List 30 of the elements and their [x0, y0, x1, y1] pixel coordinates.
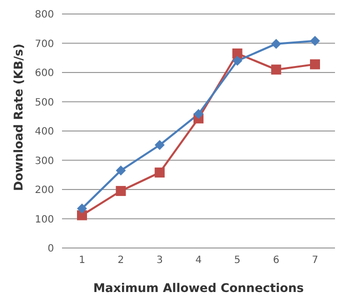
- point: [154, 140, 165, 150]
- point: [232, 56, 242, 66]
- x-tick-label: 7: [312, 255, 318, 266]
- x-tick-label: 1: [78, 255, 86, 266]
- y-tick-label: 400: [34, 126, 54, 138]
- point: [116, 165, 126, 176]
- point: [310, 59, 320, 70]
- y-tick-label: 300: [34, 156, 54, 167]
- point: [310, 36, 320, 46]
- point: [77, 204, 87, 214]
- x-tick-label: 2: [118, 255, 124, 266]
- y-tick-label: 200: [34, 185, 54, 196]
- point: [194, 109, 204, 120]
- point: [271, 64, 282, 75]
- x-tick-label: 3: [156, 255, 163, 266]
- x-tick-label: 4: [195, 255, 202, 266]
- y-tick-label: 100: [34, 214, 54, 226]
- y-tick-label: 800: [34, 10, 54, 21]
- point: [232, 48, 242, 58]
- x-tick-label: 6: [272, 255, 280, 266]
- x-axis-title: Maximum Allowed Connections: [93, 281, 304, 295]
- point: [154, 168, 165, 178]
- y-tick-label: 500: [34, 97, 54, 108]
- y-axis-title: Download Rate (KB/s): [11, 44, 26, 191]
- y-tick-label: 600: [34, 68, 54, 80]
- point: [116, 186, 126, 196]
- x-tick-label: 5: [234, 255, 241, 266]
- y-tick-label: 700: [34, 38, 54, 50]
- y-tick-label: 0: [48, 244, 54, 255]
- point: [271, 38, 282, 49]
